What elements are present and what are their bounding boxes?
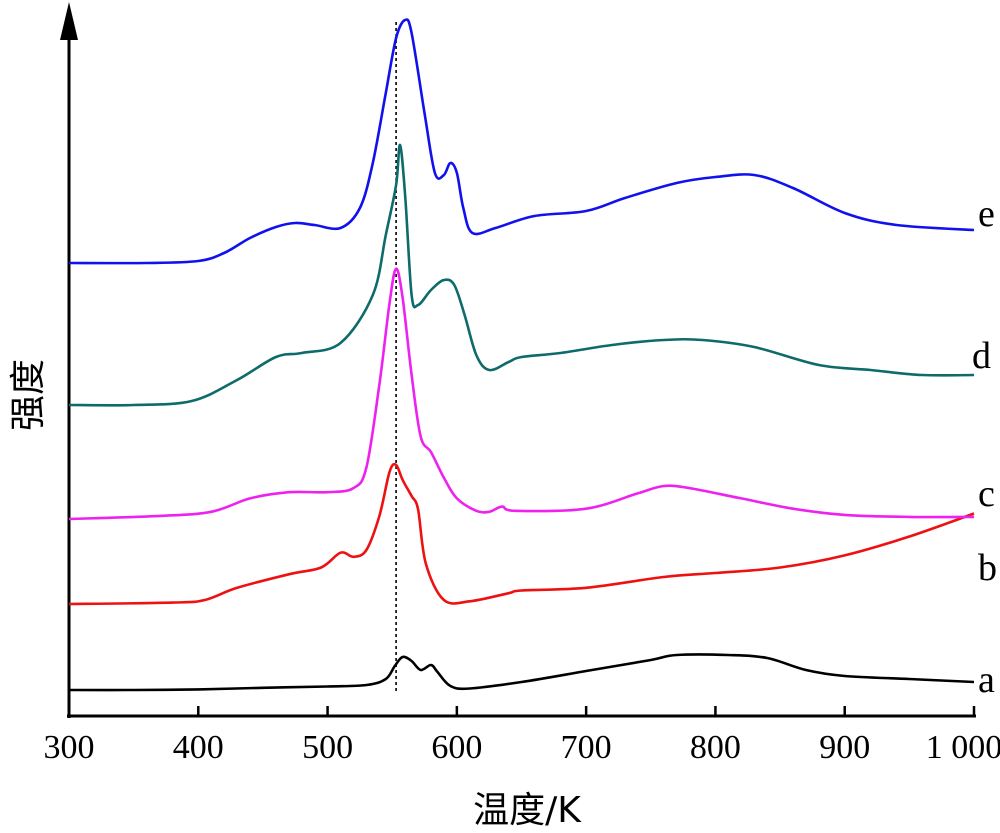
x-axis-ticks: 300 400 500 600 700 800 900 1 000 <box>44 706 1000 766</box>
x-tick-label-500: 500 <box>302 729 353 766</box>
x-tick-label-900: 900 <box>819 729 870 766</box>
y-axis-arrow-icon <box>60 2 78 40</box>
y-axis-title: 强度 <box>8 359 49 431</box>
x-tick-label-400: 400 <box>173 729 224 766</box>
x-tick-label-1000: 1 000 <box>926 729 1000 766</box>
x-tick-label-300: 300 <box>44 729 95 766</box>
series-line-a <box>68 653 975 692</box>
x-tick-label-600: 600 <box>431 729 482 766</box>
x-tick-label-700: 700 <box>561 729 612 766</box>
series-line-b <box>68 462 975 606</box>
x-axis-title: 温度/K <box>473 790 582 831</box>
series-line-e <box>68 18 975 265</box>
series-lines <box>68 18 975 692</box>
series-label-e: e <box>978 193 995 235</box>
series-line-c <box>68 267 975 521</box>
series-line-d <box>68 143 975 407</box>
x-tick-label-800: 800 <box>690 729 741 766</box>
series-label-b: b <box>978 547 997 589</box>
series-label-c: c <box>978 473 995 515</box>
series-label-d: d <box>972 335 991 377</box>
series-labels: a bc d e <box>972 193 997 701</box>
series-label-a: a <box>978 659 995 701</box>
